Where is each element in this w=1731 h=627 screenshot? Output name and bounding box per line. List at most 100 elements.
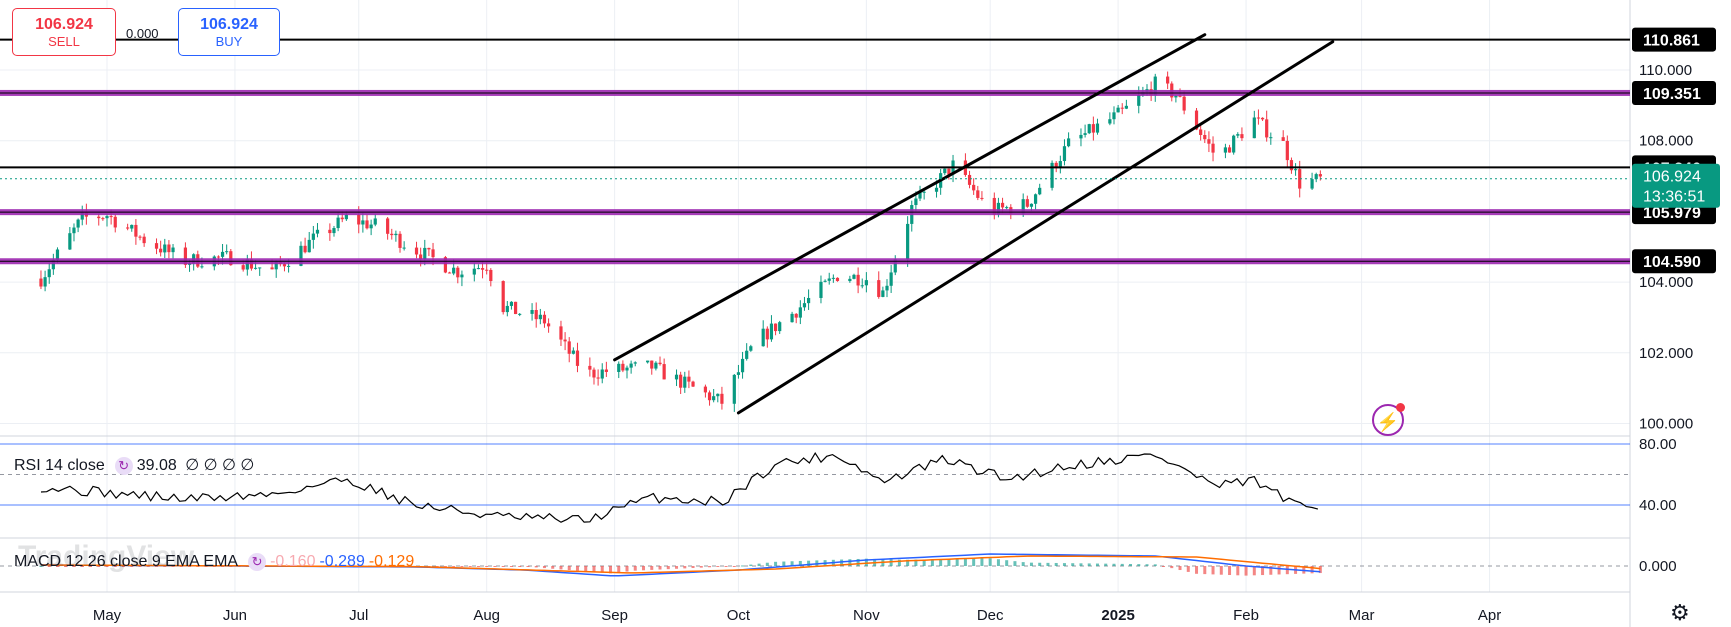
candle-body [567, 341, 571, 354]
macd-histogram-bar [914, 559, 918, 566]
macd-histogram-bar [633, 566, 637, 571]
level-price-label: 109.351 [1643, 86, 1701, 103]
candle-body [848, 278, 852, 282]
candle-body [802, 303, 807, 308]
macd-histogram-bar [724, 566, 728, 567]
macd-histogram-bar [105, 566, 109, 567]
macd-histogram-bar [757, 563, 761, 566]
macd-histogram-bar [889, 559, 893, 566]
trend-channel [613, 33, 1335, 415]
candle-body [340, 217, 344, 220]
macd-histogram-bar [452, 566, 456, 567]
x-tick-label: Jun [223, 607, 247, 624]
candle-body [76, 219, 80, 228]
notification-dot [1396, 403, 1405, 412]
macd-histogram-bar [72, 566, 76, 567]
macd-histogram-bar [1062, 563, 1066, 566]
candle-body [852, 274, 856, 279]
macd-histogram-bar [155, 566, 159, 567]
candle-body [720, 393, 724, 404]
candle-body [1000, 202, 1005, 208]
x-tick-label: Oct [727, 607, 751, 624]
macd-histogram-bar [683, 566, 687, 569]
candle-body [386, 218, 390, 234]
candle-body [617, 363, 621, 372]
candle-body [39, 278, 43, 287]
candle-body [101, 218, 105, 220]
macd-histogram-bar [1038, 562, 1042, 566]
macd-histogram-bar [1244, 566, 1248, 576]
candle-body [1021, 199, 1025, 214]
macd-histogram-bar [1128, 563, 1132, 566]
macd-histogram-bar [864, 558, 868, 566]
candle-body [835, 277, 840, 282]
candle-body [563, 339, 567, 342]
macd-histogram-bar [39, 566, 43, 567]
macd-histogram-bar [807, 560, 811, 566]
candle-body [860, 285, 864, 287]
candle-body [559, 326, 563, 340]
candle-body [105, 216, 109, 219]
macd-histogram-bar [559, 566, 563, 570]
macd-histogram-bar [608, 566, 612, 574]
gear-icon[interactable]: ⚙ [1670, 600, 1690, 625]
macd-histogram-bar [749, 564, 753, 566]
candle-body [229, 251, 233, 266]
flash-icon[interactable]: ⚡ [1372, 403, 1405, 436]
macd-histogram-bar [600, 566, 604, 573]
macd-histogram-bar [1153, 564, 1157, 566]
candle-body [1256, 117, 1261, 119]
candle-body [1091, 124, 1095, 133]
candle-body [538, 314, 542, 320]
macd-legend[interactable]: MACD 12 26 close 9 EMA EMA ↻ -0.160 -0.289-… [14, 553, 418, 571]
refresh-icon[interactable]: ↻ [114, 456, 133, 475]
candle-body [47, 269, 51, 278]
macd-histogram-bar [493, 566, 497, 567]
candle-body [1178, 95, 1182, 97]
macd-histogram-bar [476, 566, 480, 567]
level-lines [0, 38, 1630, 265]
candle-body [489, 269, 493, 282]
macd-histogram-bar [97, 566, 101, 567]
candle-body [856, 274, 860, 286]
x-tick-label: Feb [1233, 607, 1259, 624]
candle-body [893, 259, 897, 273]
candle-body [918, 191, 922, 199]
refresh-icon[interactable]: ↻ [248, 553, 267, 571]
candle-body [596, 377, 600, 379]
rsi-legend[interactable]: RSI 14 close ↻ 39.08 ∅ ∅ ∅ ∅ [14, 455, 258, 475]
candle-body [390, 233, 394, 236]
macd-histogram-bar [856, 558, 860, 566]
candle-body [740, 358, 745, 373]
candle-body [480, 268, 485, 270]
candle-body [703, 386, 708, 393]
sell-button[interactable]: 106.924 SELL [12, 8, 116, 56]
candle-body [159, 248, 163, 253]
candle-body [447, 272, 452, 274]
rsi-value: 39.08 [136, 457, 177, 474]
candle-body [270, 267, 274, 270]
macd-histogram-bar [716, 566, 720, 567]
candle-body [1050, 162, 1054, 188]
macd-histogram-bar [163, 566, 167, 567]
candle-body [707, 392, 712, 401]
candle-body [674, 374, 679, 380]
candle-body [1194, 110, 1199, 130]
candle-body [1236, 134, 1240, 136]
macd-histogram-bar [534, 566, 538, 568]
macd-histogram-bar [790, 561, 794, 566]
buy-button[interactable]: 106.924 BUY [178, 8, 280, 56]
candle-body [654, 362, 658, 369]
macd-histogram-bar [443, 566, 447, 567]
candle-body [716, 393, 720, 397]
candle-body [1260, 117, 1265, 120]
candle-body [765, 328, 769, 340]
candle-body [130, 224, 134, 229]
macd-histogram-bar [1137, 564, 1141, 566]
macd-histogram-bar [1046, 562, 1050, 566]
candle-body [976, 190, 980, 198]
level-price-tag [1632, 249, 1716, 274]
rsi-label: RSI 14 close [14, 457, 105, 474]
candle-body [906, 223, 910, 260]
